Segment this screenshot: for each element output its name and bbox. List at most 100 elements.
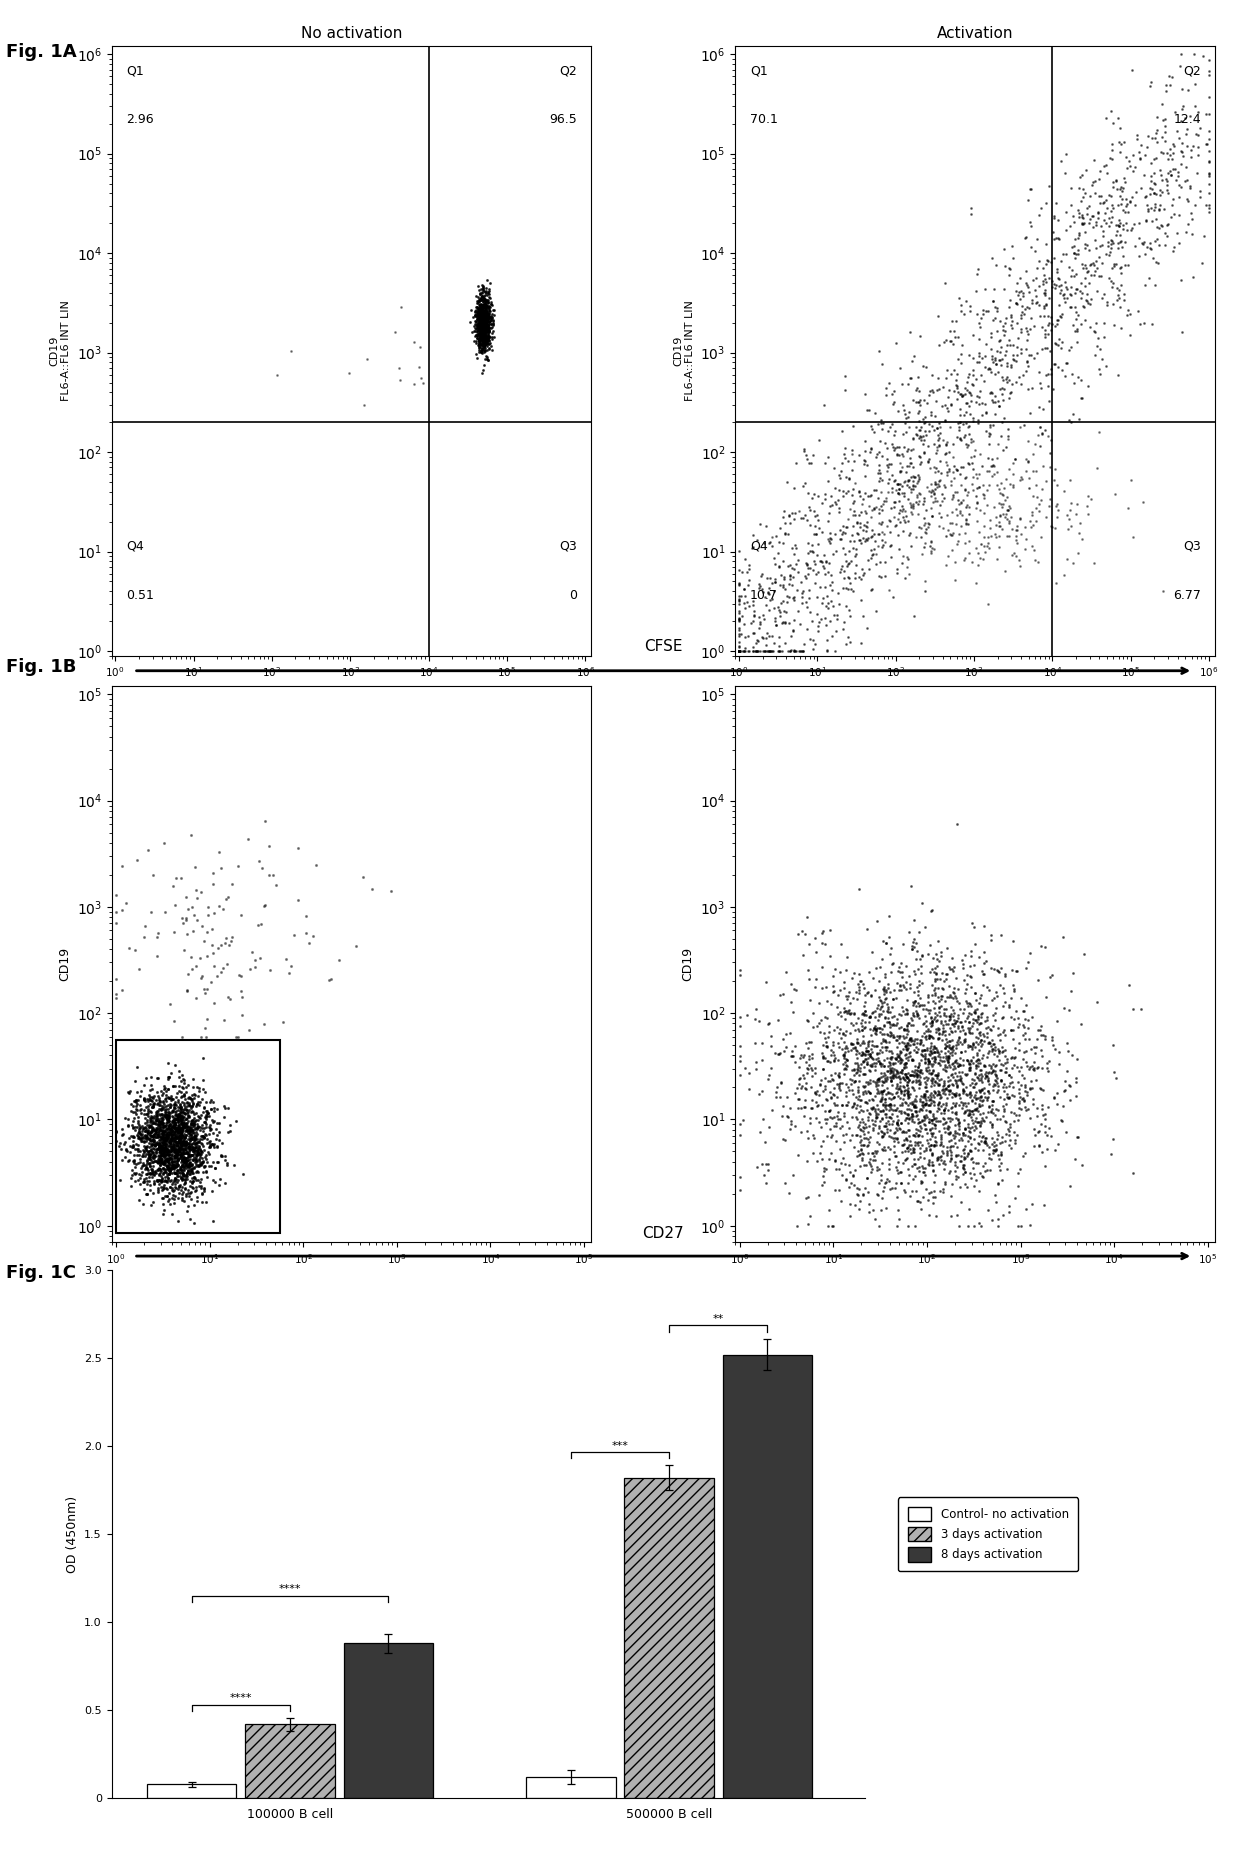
Text: Q4: Q4 (750, 540, 768, 552)
Point (895, 1075, 915, 1105)
Point (1080, 484, 1100, 514)
Point (161, 1183, 181, 1213)
Point (465, 317, 485, 347)
Point (794, 1040, 813, 1070)
Point (903, 1101, 923, 1131)
Point (928, 1048, 947, 1077)
Point (949, 415, 968, 445)
Point (1102, 145, 1122, 174)
Point (921, 1003, 941, 1033)
Point (1032, 1109, 1052, 1138)
Point (889, 534, 909, 564)
Point (920, 493, 940, 523)
Point (785, 1079, 805, 1109)
Point (815, 1155, 835, 1185)
Point (874, 1120, 894, 1149)
Point (140, 1124, 160, 1153)
Point (884, 1125, 904, 1155)
Point (1078, 193, 1097, 222)
Point (924, 1070, 944, 1099)
Point (480, 317, 500, 347)
Point (897, 968, 916, 997)
Point (987, 1012, 1007, 1042)
Point (475, 328, 495, 358)
Point (813, 1042, 833, 1072)
Point (929, 1036, 949, 1066)
Point (833, 614, 853, 643)
Point (182, 1172, 202, 1201)
Point (143, 1122, 162, 1151)
Point (174, 1127, 193, 1157)
Point (170, 1135, 190, 1164)
Point (950, 395, 970, 425)
Point (1068, 300, 1087, 330)
Point (205, 1129, 224, 1159)
Point (1001, 310, 1021, 339)
Point (898, 1016, 918, 1046)
Point (1128, 208, 1148, 237)
Point (892, 1168, 911, 1198)
Point (993, 1073, 1013, 1103)
Point (203, 938, 223, 968)
Point (924, 1031, 944, 1060)
Point (866, 527, 885, 556)
Point (1104, 1057, 1123, 1086)
Point (859, 1148, 879, 1177)
Point (1047, 330, 1066, 360)
Point (185, 1135, 205, 1164)
Point (898, 1081, 918, 1111)
Point (874, 1066, 894, 1096)
Point (869, 1155, 889, 1185)
Point (934, 1073, 954, 1103)
Point (1040, 336, 1060, 365)
Point (1122, 141, 1142, 171)
Point (150, 1159, 170, 1188)
Point (273, 1007, 293, 1036)
Point (975, 1127, 994, 1157)
Point (837, 1036, 857, 1066)
Point (161, 1114, 181, 1144)
Point (976, 399, 996, 428)
Point (157, 1148, 177, 1177)
Point (851, 525, 870, 554)
Point (817, 636, 837, 666)
Point (973, 1098, 993, 1127)
Point (869, 464, 889, 493)
Point (738, 636, 758, 666)
Point (1152, 211, 1172, 241)
Point (857, 1164, 877, 1194)
Point (853, 968, 873, 997)
Point (874, 1010, 894, 1040)
Point (155, 1155, 175, 1185)
Point (471, 302, 491, 332)
Point (791, 1073, 811, 1103)
Point (185, 1103, 205, 1133)
Point (968, 1001, 988, 1031)
Point (472, 323, 492, 352)
Point (914, 1103, 934, 1133)
Point (874, 977, 894, 1007)
Point (151, 1109, 171, 1138)
Point (931, 1064, 951, 1094)
Point (769, 636, 789, 666)
Point (1152, 89, 1172, 119)
Point (176, 883, 196, 912)
Point (1073, 384, 1092, 413)
Point (999, 508, 1019, 538)
Point (782, 552, 802, 582)
Point (180, 1135, 200, 1164)
Point (900, 1131, 920, 1161)
Point (157, 1133, 177, 1162)
Point (477, 310, 497, 339)
Point (1123, 1159, 1143, 1188)
Point (856, 1124, 875, 1153)
Point (854, 1059, 874, 1088)
Point (1199, 59, 1219, 89)
Point (126, 1135, 146, 1164)
Point (897, 451, 916, 480)
Point (812, 1038, 832, 1068)
Point (475, 310, 495, 339)
Point (929, 986, 949, 1016)
Point (164, 1096, 184, 1125)
Point (954, 1135, 973, 1164)
